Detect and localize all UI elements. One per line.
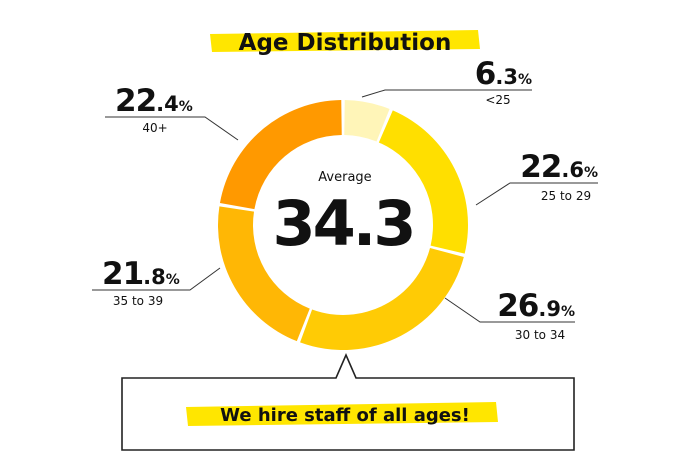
slice-value-label-4: 22.4% [115, 83, 193, 119]
leader-line-1 [475, 182, 598, 206]
center-value: 34.3 [273, 187, 414, 260]
slice-category-label-4: 40+ [142, 121, 167, 135]
slice-value-label-3: 21.8% [102, 256, 180, 292]
slice-category-label-1: 25 to 29 [541, 189, 591, 203]
leader-line-3 [92, 267, 221, 291]
leader-line-2 [444, 297, 575, 323]
slice-category-label-3: 35 to 39 [113, 294, 163, 308]
donut-slice-4 [219, 100, 342, 210]
donut-slice-3 [217, 206, 310, 342]
callout-highlight [186, 402, 498, 426]
center-label: Average [318, 170, 371, 185]
callout-text: We hire staff of all ages! [220, 405, 470, 426]
title-highlight [210, 30, 480, 52]
donut-slice-2 [300, 248, 464, 350]
slice-value-label-0: 6.3% [475, 56, 532, 92]
slice-value-label-2: 26.9% [497, 288, 575, 324]
slice-category-label-2: 30 to 34 [515, 328, 565, 342]
donut-slice-0 [344, 100, 390, 142]
leader-line-0 [361, 89, 532, 98]
slice-category-label-0: <25 [485, 93, 510, 107]
callout-box [121, 352, 575, 451]
leader-line-4 [105, 116, 239, 141]
slice-value-label-1: 22.6% [520, 149, 598, 185]
donut-slice-1 [378, 110, 469, 254]
chart-title: Age Distribution [239, 30, 452, 56]
slice-labels: 6.3%<25 22.6% 25 to 29 26.9% 30 to 34 21.8% 35… [92, 56, 598, 342]
donut-slices [217, 100, 469, 350]
